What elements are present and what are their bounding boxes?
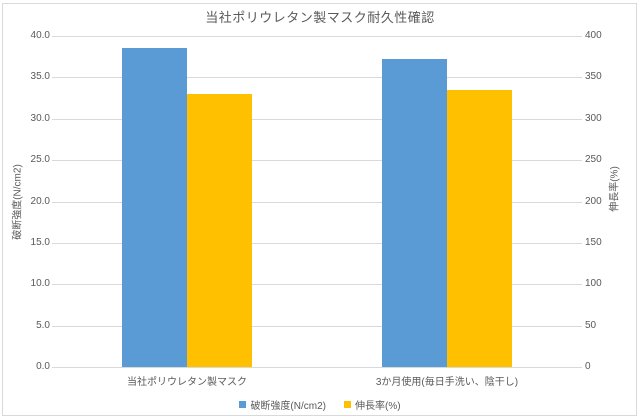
axis-tick: [52, 160, 57, 162]
axis-tick: [577, 284, 582, 286]
legend-swatch: [239, 401, 247, 408]
gridline: [57, 242, 577, 244]
y-tick-label-left: 30.0: [30, 112, 50, 124]
axis-tick: [52, 325, 57, 327]
axis-tick: [52, 367, 57, 368]
y-tick-label-right: 100: [585, 278, 602, 290]
legend-label: 破断強度(N/cm2): [250, 401, 326, 412]
category-label: 当社ポリウレタン製マスク: [127, 377, 247, 388]
left-axis-ticks: [52, 36, 57, 368]
y-tick-label-left: 10.0: [30, 278, 50, 290]
y-tick-label-left: 40.0: [30, 30, 50, 41]
legend-item: 伸長率(%): [344, 397, 401, 412]
y-tick-label-right: 250: [585, 154, 602, 166]
legend-label: 伸長率(%): [355, 401, 401, 412]
bar: [187, 93, 252, 367]
gridline: [57, 36, 577, 37]
axis-tick: [577, 242, 582, 244]
legend-item: 破断強度(N/cm2): [239, 397, 326, 412]
axis-tick: [577, 201, 582, 203]
y-tick-label-left: 15.0: [30, 236, 50, 248]
plot-area: [57, 36, 577, 368]
axis-tick: [577, 160, 582, 162]
bar-group: [317, 36, 577, 367]
axis-tick: [52, 284, 57, 286]
axis-tick: [577, 77, 582, 79]
gridline: [57, 77, 577, 79]
bar-group: [57, 36, 317, 367]
right-axis-tick-labels: 0 50 100 150 200 250 300 350 400: [585, 31, 625, 372]
bar: [447, 89, 512, 367]
axis-tick: [577, 118, 582, 120]
y-tick-label-right: 350: [585, 71, 602, 83]
legend: 破断強度(N/cm2) 伸長率(%): [0, 397, 640, 412]
y-tick-label-left: 5.0: [36, 319, 50, 331]
y-tick-label-right: 150: [585, 236, 602, 248]
axis-tick: [577, 367, 582, 368]
y-tick-label-right: 50: [585, 319, 597, 331]
y-tick-label-right: 0: [585, 361, 591, 372]
y-tick-label-left: 35.0: [30, 71, 50, 83]
category-axis-labels: 当社ポリウレタン製マスク 3か月使用(毎日手洗い、陰干し): [57, 373, 577, 388]
axis-tick: [577, 36, 582, 37]
axis-tick: [52, 242, 57, 244]
left-axis-tick-labels: 0.0 5.0 10.0 15.0 20.0 25.0 30.0 35.0 40.0: [0, 31, 50, 372]
y-tick-label-right: 400: [585, 30, 602, 41]
axis-tick: [52, 77, 57, 79]
axis-tick: [52, 118, 57, 120]
gridline: [57, 160, 577, 162]
bar: [122, 48, 187, 367]
y-tick-label-right: 300: [585, 112, 602, 124]
y-tick-label-right: 200: [585, 195, 602, 207]
axis-tick: [577, 325, 582, 327]
legend-swatch: [344, 401, 351, 408]
chart-title: 当社ポリウレタン製マスク耐久性確認: [205, 10, 435, 25]
category-label: 3か月使用(毎日手洗い、陰干し): [375, 377, 519, 388]
bar: [382, 59, 447, 367]
gridline: [57, 118, 577, 120]
axis-tick: [52, 36, 57, 37]
y-tick-label-left: 0.0: [36, 361, 50, 372]
gridline: [57, 284, 577, 286]
y-tick-label-left: 25.0: [30, 154, 50, 166]
gridline: [57, 201, 577, 203]
gridline: [57, 325, 577, 327]
right-axis-ticks: [577, 36, 582, 368]
axis-tick: [52, 201, 57, 203]
y-tick-label-left: 20.0: [30, 195, 50, 207]
